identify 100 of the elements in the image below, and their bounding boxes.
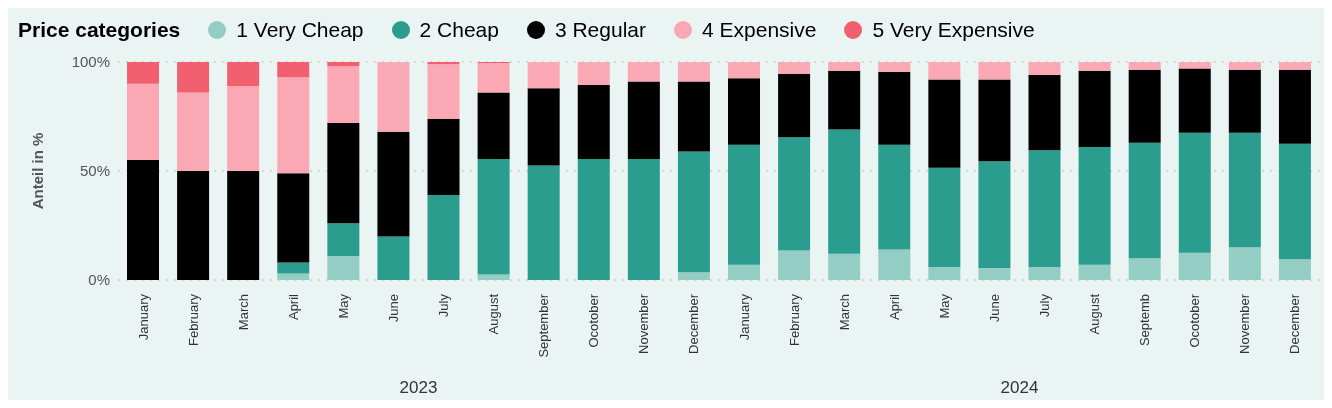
legend-label: 1 Very Cheap <box>236 18 364 42</box>
bar <box>277 262 310 274</box>
bar <box>477 159 510 275</box>
bar <box>878 249 911 280</box>
bar <box>377 236 410 280</box>
x-tick-label: March <box>235 294 251 331</box>
bar <box>377 62 410 132</box>
bar <box>127 62 160 84</box>
bar <box>1178 68 1211 133</box>
bar <box>577 84 610 160</box>
bar <box>1178 252 1211 280</box>
bar <box>327 256 360 280</box>
bar <box>1178 62 1211 69</box>
bar <box>177 171 210 280</box>
bar <box>627 62 660 82</box>
bar <box>828 129 861 254</box>
x-tick-label: April <box>285 293 301 321</box>
bar <box>728 264 761 280</box>
bar <box>1078 62 1111 71</box>
y-tick-label: 0% <box>88 271 110 289</box>
bar <box>1278 69 1311 144</box>
x-tick-label: June <box>385 294 401 323</box>
bar <box>728 78 761 145</box>
x-tick-label: May <box>936 293 952 319</box>
bar <box>527 88 560 166</box>
bar <box>828 70 861 130</box>
bar <box>1228 247 1261 280</box>
bar <box>878 144 911 250</box>
x-tick-label: July <box>436 293 452 318</box>
bar <box>627 159 660 280</box>
bar <box>978 79 1011 162</box>
bar <box>327 223 360 257</box>
legend-label: 2 Cheap <box>419 18 499 42</box>
bar <box>1028 150 1061 267</box>
bar <box>177 92 210 171</box>
x-tick-label: November <box>636 293 652 354</box>
bar <box>627 81 660 160</box>
bar <box>1128 258 1161 280</box>
bar <box>327 123 360 224</box>
x-tick-label: Septemb <box>1137 294 1153 347</box>
bar <box>978 268 1011 280</box>
bar <box>928 167 961 267</box>
bar <box>1028 266 1061 280</box>
bar <box>327 66 360 124</box>
y-tick-label: 100% <box>71 53 110 71</box>
bar <box>828 253 861 280</box>
bar <box>427 194 460 280</box>
legend-label: 5 Very Expensive <box>872 18 1035 42</box>
x-tick-label: April <box>886 293 902 321</box>
x-tick-label: September <box>536 293 552 358</box>
bar <box>127 83 160 161</box>
bar <box>277 173 310 263</box>
bar <box>1228 132 1261 248</box>
bar <box>978 62 1011 80</box>
y-axis-title: Anteil in % <box>29 132 47 210</box>
x-tick-label: August <box>486 293 502 335</box>
x-tick-label: January <box>135 293 151 341</box>
bar <box>728 144 761 265</box>
bar <box>778 73 811 138</box>
bar <box>778 250 811 280</box>
bar <box>978 161 1011 269</box>
bar <box>928 79 961 168</box>
text: 2024 <box>999 378 1040 398</box>
bar <box>1278 143 1311 260</box>
bar <box>1078 264 1111 280</box>
legend-label: 4 Expensive <box>702 18 817 42</box>
x-tick-label: March <box>836 294 852 331</box>
x-tick-label: January <box>736 293 752 341</box>
bar <box>1228 69 1261 133</box>
bar <box>427 64 460 119</box>
x-tick-label: Ocotober <box>1187 293 1203 348</box>
bar <box>1128 62 1161 70</box>
bar <box>677 151 710 273</box>
bar <box>527 62 560 89</box>
bar <box>227 62 260 86</box>
x-tick-label: August <box>1087 293 1103 335</box>
bar <box>277 62 310 78</box>
x-tick-label: November <box>1237 293 1253 354</box>
x-tick-label: February <box>185 293 201 347</box>
bar <box>677 62 710 82</box>
bar <box>127 160 160 280</box>
bar <box>1128 69 1161 143</box>
bar <box>477 92 510 160</box>
bar <box>377 131 410 237</box>
bar <box>477 63 510 93</box>
bar <box>1178 132 1211 253</box>
legend-label: 3 Regular <box>554 18 646 42</box>
bar <box>878 71 911 145</box>
x-tick-label: December <box>1287 293 1303 354</box>
bar <box>227 171 260 280</box>
y-tick-label: 50% <box>79 162 110 180</box>
bar <box>677 81 710 152</box>
bar <box>577 159 610 280</box>
bar <box>1128 142 1161 259</box>
bar <box>577 62 610 85</box>
bar <box>1078 147 1111 265</box>
text: 2023 <box>398 378 439 398</box>
x-tick-label: February <box>786 293 802 347</box>
bar <box>277 77 310 174</box>
bar <box>1228 62 1261 70</box>
